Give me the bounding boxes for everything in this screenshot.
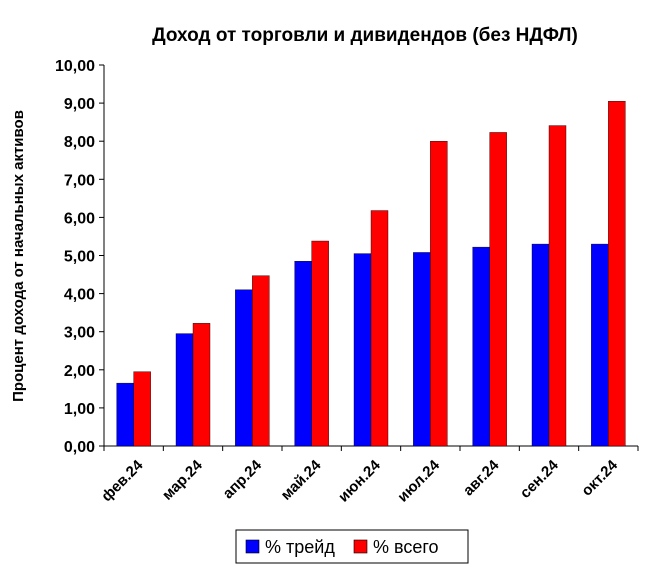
y-tick-label: 1,00 bbox=[64, 401, 95, 418]
y-tick-label: 3,00 bbox=[64, 325, 95, 342]
bar-total bbox=[430, 140, 448, 447]
y-tick-label: 10,00 bbox=[55, 58, 95, 75]
bar-total bbox=[608, 100, 626, 447]
x-tick-label: мар.24 bbox=[159, 456, 206, 503]
bar-total bbox=[311, 240, 329, 447]
x-tick-label: июн.24 bbox=[335, 456, 384, 505]
x-tick-label: авг.24 bbox=[460, 456, 503, 499]
bar-trade bbox=[175, 333, 194, 447]
y-tick-label: 7,00 bbox=[64, 172, 95, 189]
x-tick-label: окт.24 bbox=[578, 456, 621, 499]
bar-total bbox=[192, 323, 211, 447]
x-tick-label: фев.24 bbox=[98, 456, 147, 505]
chart-title: Доход от торговли и дивидендов (без НДФЛ… bbox=[152, 25, 578, 46]
bar-total bbox=[133, 371, 151, 447]
bar-total bbox=[548, 125, 567, 447]
x-tick-label: сен.24 bbox=[517, 456, 562, 501]
legend-box bbox=[235, 529, 469, 564]
legend-swatch-trade bbox=[245, 539, 260, 554]
y-tick-label: 8,00 bbox=[64, 134, 95, 151]
x-tick-label: апр.24 bbox=[220, 456, 266, 502]
y-tick-label: 0,00 bbox=[64, 439, 95, 456]
y-tick-label: 6,00 bbox=[64, 210, 95, 227]
bar-trade bbox=[531, 243, 550, 447]
bar-total bbox=[489, 132, 507, 447]
y-axis-label: Процент дохода от начальных активов bbox=[10, 110, 27, 402]
x-tick-label: май.24 bbox=[278, 456, 325, 503]
y-tick-label: 4,00 bbox=[64, 287, 95, 304]
y-tick-label: 2,00 bbox=[64, 363, 95, 380]
bar-trade bbox=[116, 382, 134, 447]
bar-total bbox=[370, 210, 389, 447]
y-tick-label: 9,00 bbox=[64, 96, 95, 113]
y-tick-label: 5,00 bbox=[64, 249, 95, 266]
legend-swatch-total bbox=[353, 539, 368, 554]
bar-trade bbox=[353, 253, 372, 447]
bar-trade bbox=[235, 289, 253, 447]
legend-label-trade: % трейд bbox=[265, 537, 335, 557]
bar-trade bbox=[591, 243, 609, 447]
bar-trade bbox=[413, 252, 431, 447]
x-tick-label: июл.24 bbox=[394, 456, 443, 505]
bar-trade bbox=[472, 246, 490, 447]
bar-trade bbox=[294, 261, 312, 447]
plot-area: 0,00 1,00 2,00 3,00 4,00 5,00 6,00 7,00 8,00 9,00… bbox=[55, 58, 639, 564]
legend-label-total: % всего bbox=[373, 537, 439, 557]
bar-total bbox=[252, 275, 270, 447]
